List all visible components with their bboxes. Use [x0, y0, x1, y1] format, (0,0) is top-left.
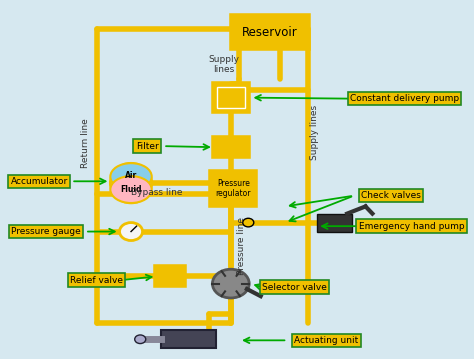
Text: Supply
lines: Supply lines	[209, 55, 239, 74]
Text: Supply lines: Supply lines	[310, 105, 319, 160]
Text: Return line: Return line	[81, 119, 90, 168]
Text: Relief valve: Relief valve	[70, 275, 123, 285]
FancyBboxPatch shape	[232, 16, 308, 48]
Bar	[317, 214, 352, 232]
Text: Actuating unit: Actuating unit	[294, 336, 358, 345]
FancyBboxPatch shape	[214, 138, 248, 156]
Ellipse shape	[110, 163, 152, 190]
Text: Accumulator: Accumulator	[10, 177, 68, 186]
Bar	[161, 330, 216, 348]
Text: Selector valve: Selector valve	[262, 283, 327, 292]
Text: Pressure gauge: Pressure gauge	[11, 227, 81, 236]
FancyBboxPatch shape	[211, 172, 255, 205]
Text: Constant delivery pump: Constant delivery pump	[350, 94, 459, 103]
Text: Emergency hand pump: Emergency hand pump	[359, 222, 465, 231]
Text: Check valves: Check valves	[361, 191, 421, 200]
Circle shape	[243, 218, 254, 227]
FancyBboxPatch shape	[214, 84, 248, 111]
Text: Fluid: Fluid	[120, 185, 142, 194]
FancyBboxPatch shape	[156, 267, 184, 285]
Circle shape	[212, 269, 249, 298]
Text: Air: Air	[125, 171, 137, 180]
Circle shape	[135, 335, 146, 344]
Circle shape	[119, 223, 143, 241]
Ellipse shape	[110, 176, 152, 203]
FancyBboxPatch shape	[218, 87, 245, 108]
Ellipse shape	[110, 163, 152, 203]
Text: Pressure line: Pressure line	[237, 217, 246, 275]
Text: Bypass line: Bypass line	[130, 187, 182, 197]
Text: Filter: Filter	[136, 141, 158, 151]
Text: Pressure
regulator: Pressure regulator	[216, 179, 251, 198]
Text: Reservoir: Reservoir	[242, 26, 298, 39]
